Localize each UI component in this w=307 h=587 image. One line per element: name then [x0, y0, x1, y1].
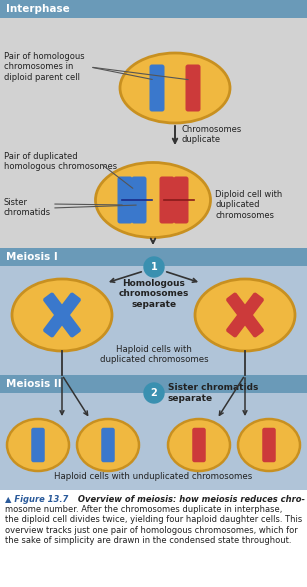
Ellipse shape	[7, 419, 69, 471]
Text: Diploid cell with
duplicated
chromosomes: Diploid cell with duplicated chromosomes	[215, 190, 282, 220]
FancyBboxPatch shape	[43, 292, 81, 338]
Ellipse shape	[195, 279, 295, 351]
Text: Overview of meiosis: how meiosis reduces chro-: Overview of meiosis: how meiosis reduces…	[75, 495, 305, 504]
FancyBboxPatch shape	[118, 177, 133, 224]
Text: 2: 2	[151, 388, 157, 398]
FancyBboxPatch shape	[226, 292, 264, 338]
Text: Interphase: Interphase	[6, 4, 70, 14]
FancyBboxPatch shape	[160, 177, 174, 224]
Bar	[0, 490, 307, 587]
Circle shape	[144, 383, 164, 403]
Bar	[0, 375, 307, 490]
Text: Haploid cells with unduplicated chromosomes: Haploid cells with unduplicated chromoso…	[54, 472, 253, 481]
Text: Sister
chromatids: Sister chromatids	[4, 198, 51, 217]
Circle shape	[144, 257, 164, 277]
Ellipse shape	[120, 53, 230, 123]
Text: Meiosis I: Meiosis I	[6, 252, 58, 262]
FancyBboxPatch shape	[31, 428, 45, 462]
Text: mosome number. After the chromosomes duplicate in interphase,
the diploid cell d: mosome number. After the chromosomes dup…	[5, 505, 302, 545]
FancyBboxPatch shape	[173, 177, 188, 224]
Ellipse shape	[77, 419, 139, 471]
Bar	[0, 375, 307, 393]
Text: Haploid cells with
duplicated chromosomes: Haploid cells with duplicated chromosome…	[100, 345, 208, 365]
Text: Pair of homologous
chromosomes in
diploid parent cell: Pair of homologous chromosomes in diploi…	[4, 52, 85, 82]
Text: Homologous
chromosomes
separate: Homologous chromosomes separate	[119, 279, 189, 309]
Text: Chromosomes
duplicate: Chromosomes duplicate	[181, 125, 241, 144]
Bar	[0, 248, 307, 266]
Text: Pair of duplicated
homologous chromosomes: Pair of duplicated homologous chromosome…	[4, 152, 117, 171]
FancyBboxPatch shape	[262, 428, 276, 462]
FancyBboxPatch shape	[185, 65, 200, 112]
Ellipse shape	[238, 419, 300, 471]
FancyBboxPatch shape	[131, 177, 146, 224]
FancyBboxPatch shape	[226, 292, 264, 338]
Bar	[0, 0, 307, 18]
Ellipse shape	[12, 279, 112, 351]
FancyBboxPatch shape	[43, 292, 81, 338]
FancyBboxPatch shape	[101, 428, 115, 462]
Text: Sister chromatids
separate: Sister chromatids separate	[168, 383, 258, 403]
Text: ▲ Figure 13.7: ▲ Figure 13.7	[5, 495, 68, 504]
Text: Meiosis II: Meiosis II	[6, 379, 62, 389]
Bar	[0, 0, 307, 248]
Ellipse shape	[95, 163, 211, 238]
Text: 1: 1	[151, 262, 157, 272]
FancyBboxPatch shape	[192, 428, 206, 462]
FancyBboxPatch shape	[150, 65, 165, 112]
Ellipse shape	[168, 419, 230, 471]
Bar	[0, 248, 307, 375]
